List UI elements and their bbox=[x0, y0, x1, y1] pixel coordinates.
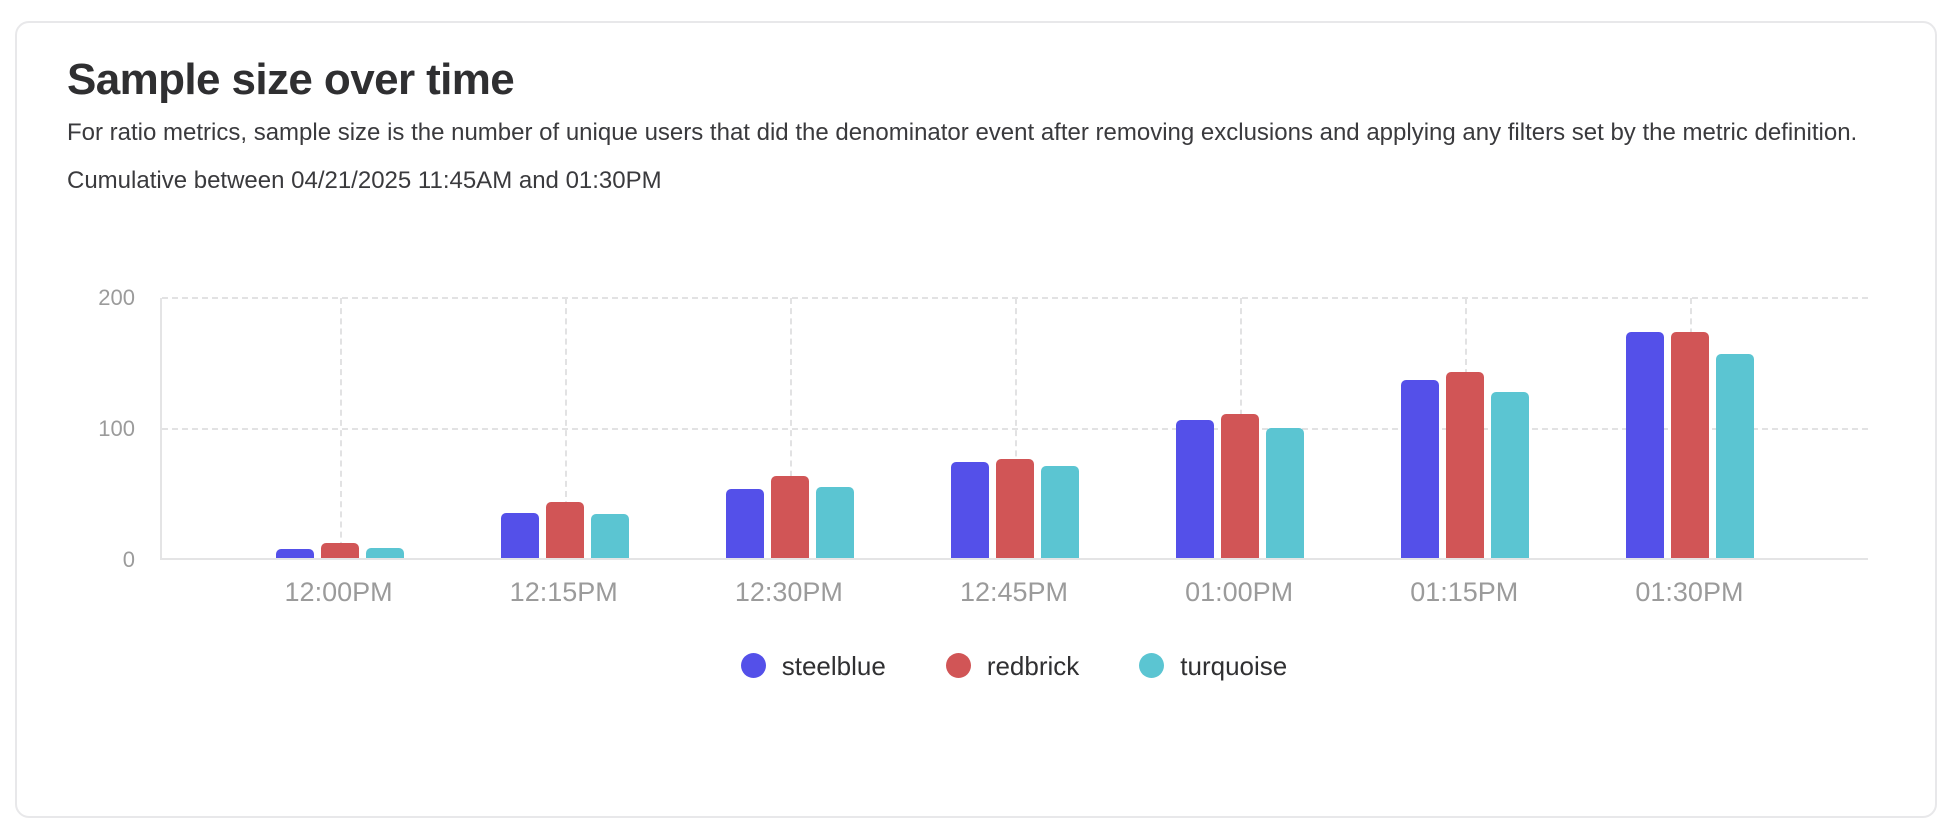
legend-swatch-icon bbox=[1139, 653, 1165, 679]
legend-item-steelblue[interactable]: steelblue bbox=[740, 650, 886, 681]
bar-redbrick[interactable] bbox=[771, 476, 810, 559]
bar-group bbox=[228, 298, 453, 559]
sample-size-chart: 0 100 200 12:00PM 12:15PM 12:30PM 12:45PM 01:0… bbox=[67, 287, 1885, 679]
legend-label: steelblue bbox=[781, 650, 886, 681]
bar-turquoise[interactable] bbox=[816, 486, 855, 559]
x-axis: 12:00PM 12:15PM 12:30PM 12:45PM 01:00PM 01:15… bbox=[160, 576, 1868, 608]
chart-description: For ratio metrics, sample size is the nu… bbox=[67, 119, 1858, 147]
bar-redbrick[interactable] bbox=[321, 542, 360, 559]
vertical-gridline bbox=[340, 298, 343, 559]
vertical-gridline bbox=[790, 298, 793, 559]
bar-redbrick[interactable] bbox=[1670, 332, 1709, 559]
bar-steelblue[interactable] bbox=[1625, 332, 1664, 559]
legend-swatch-icon bbox=[740, 653, 766, 679]
legend-swatch-icon bbox=[945, 653, 971, 679]
bar-steelblue[interactable] bbox=[1400, 380, 1439, 559]
x-axis-label: 01:15PM bbox=[1410, 577, 1519, 608]
cumulative-period-label: Cumulative between 04/21/2025 11:45AM an… bbox=[67, 167, 662, 195]
bar-turquoise[interactable] bbox=[591, 514, 630, 559]
y-axis: 0 100 200 bbox=[67, 287, 160, 571]
bar-turquoise[interactable] bbox=[1041, 465, 1079, 559]
bar-turquoise[interactable] bbox=[1265, 428, 1304, 559]
bar-redbrick[interactable] bbox=[546, 502, 585, 559]
bar-redbrick[interactable] bbox=[1220, 413, 1259, 559]
x-axis-label: 12:30PM bbox=[734, 577, 843, 608]
bar-group bbox=[903, 298, 1128, 559]
x-axis-label: 12:00PM bbox=[284, 577, 393, 608]
legend-item-redbrick[interactable]: redbrick bbox=[945, 650, 1080, 681]
bar-group bbox=[1352, 298, 1577, 559]
legend: steelblue redbrick turquoise bbox=[160, 653, 1868, 679]
page-title: Sample size over time bbox=[67, 55, 515, 104]
bar-group bbox=[1577, 298, 1802, 559]
bar-steelblue[interactable] bbox=[726, 489, 765, 559]
bar-group bbox=[678, 298, 903, 559]
x-axis-label: 01:00PM bbox=[1185, 577, 1294, 608]
bar-redbrick[interactable] bbox=[1445, 372, 1484, 559]
bar-group bbox=[1127, 298, 1352, 559]
bar-steelblue[interactable] bbox=[501, 512, 540, 559]
vertical-gridline bbox=[565, 298, 568, 559]
x-axis-label: 01:30PM bbox=[1635, 577, 1744, 608]
y-tick-label: 200 bbox=[98, 285, 135, 311]
x-axis-label: 12:45PM bbox=[959, 577, 1069, 608]
sample-size-card: Sample size over time For ratio metrics,… bbox=[15, 21, 1937, 818]
bar-steelblue[interactable] bbox=[951, 462, 989, 559]
bar-groups bbox=[162, 298, 1868, 559]
bar-redbrick[interactable] bbox=[996, 459, 1034, 559]
bar-steelblue[interactable] bbox=[1175, 420, 1214, 559]
legend-label: redbrick bbox=[986, 650, 1080, 681]
bar-group bbox=[453, 298, 678, 559]
legend-item-turquoise[interactable]: turquoise bbox=[1139, 653, 1287, 679]
x-axis-label: 12:15PM bbox=[509, 577, 618, 608]
y-tick-label: 100 bbox=[98, 416, 135, 442]
bar-turquoise[interactable] bbox=[1715, 354, 1754, 559]
vertical-gridline bbox=[1015, 298, 1017, 559]
bar-turquoise[interactable] bbox=[1490, 391, 1529, 559]
bar-turquoise[interactable] bbox=[366, 547, 405, 559]
legend-label: turquoise bbox=[1180, 650, 1288, 681]
bar-steelblue[interactable] bbox=[276, 549, 315, 559]
plot-area bbox=[160, 297, 1868, 561]
y-tick-label: 0 bbox=[122, 547, 135, 573]
